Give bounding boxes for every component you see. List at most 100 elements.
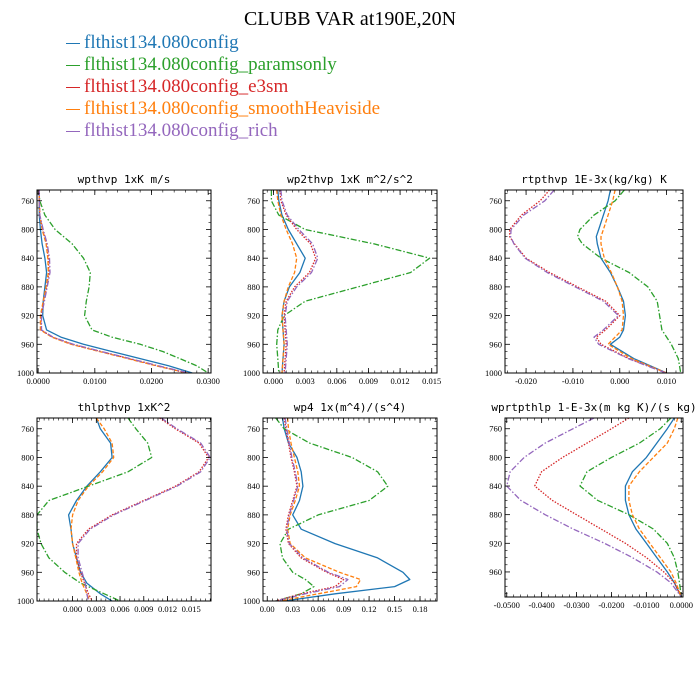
series-line bbox=[600, 190, 667, 373]
y-tick-label: 760 bbox=[489, 424, 502, 434]
x-tick-label: -0.0300 bbox=[563, 600, 589, 610]
series-line bbox=[38, 190, 209, 373]
series-line bbox=[506, 418, 682, 597]
y-tick-label: 840 bbox=[489, 253, 502, 263]
legend-item: flthist134.080config_smoothHeaviside bbox=[66, 98, 380, 120]
panel-title: rtpthvp 1E-3x(kg/kg) K bbox=[521, 173, 667, 186]
x-tick-label: 0.18 bbox=[413, 604, 428, 614]
series-line bbox=[77, 418, 211, 601]
x-tick-label: 0.000 bbox=[63, 604, 82, 614]
chart-panel: wp4 1x(m^4)/(s^4)76080084088092096010000… bbox=[243, 401, 438, 614]
x-tick-label: -0.020 bbox=[515, 376, 537, 386]
series-group bbox=[38, 190, 209, 373]
x-tick-label: 0.006 bbox=[327, 376, 346, 386]
y-tick-label: 1000 bbox=[17, 368, 34, 378]
y-tick-label: 1000 bbox=[485, 368, 502, 378]
legend-swatch bbox=[66, 109, 80, 111]
x-tick-label: -0.0500 bbox=[494, 600, 520, 610]
y-tick-label: 840 bbox=[21, 481, 34, 491]
series-line bbox=[276, 190, 298, 373]
x-tick-label: 0.0000 bbox=[26, 376, 49, 386]
figure-title: CLUBB VAR at190E,20N bbox=[243, 8, 457, 30]
plot-frame bbox=[262, 417, 438, 602]
series-line bbox=[38, 190, 187, 373]
y-tick-label: 800 bbox=[247, 224, 260, 234]
series-line bbox=[595, 190, 667, 373]
y-tick-label: 840 bbox=[489, 481, 502, 491]
legend-item: flthist134.080config_e3sm bbox=[66, 76, 380, 98]
x-tick-label: 0.015 bbox=[422, 376, 441, 386]
series-line bbox=[75, 418, 210, 601]
y-tick-label: 1000 bbox=[17, 596, 34, 606]
y-tick-label: 880 bbox=[21, 510, 34, 520]
chart-panel: rtpthvp 1E-3x(kg/kg) K 760 800 840 880 920 960… bbox=[485, 173, 684, 386]
series-line bbox=[38, 190, 190, 373]
x-tick-label: 0.003 bbox=[296, 376, 315, 386]
series-line bbox=[279, 418, 362, 601]
y-tick-label: 840 bbox=[247, 481, 260, 491]
legend-item: flthist134.080config bbox=[66, 32, 380, 54]
x-tick-label: 0.009 bbox=[359, 376, 378, 386]
series-line bbox=[275, 418, 345, 601]
y-tick-label: 920 bbox=[489, 538, 502, 548]
y-tick-label: 880 bbox=[21, 282, 34, 292]
x-tick-label: -0.0100 bbox=[633, 600, 659, 610]
x-tick-label: 0.03 bbox=[285, 604, 300, 614]
legend-label: flthist134.080config_smoothHeaviside bbox=[84, 98, 381, 119]
panel-title: thlpthvp 1xK^2 bbox=[78, 401, 171, 414]
y-tick-label: 800 bbox=[489, 224, 502, 234]
x-tick-label: -0.0400 bbox=[529, 600, 555, 610]
panel-title: wp4 1x(m^4)/(s^4) bbox=[294, 401, 407, 414]
y-tick-label: 840 bbox=[247, 253, 260, 263]
legend-swatch bbox=[66, 131, 80, 133]
y-tick-label: 880 bbox=[489, 510, 502, 520]
y-tick-label: 960 bbox=[247, 567, 260, 577]
legend-label: flthist134.080config_rich bbox=[84, 120, 278, 141]
series-line bbox=[277, 190, 306, 373]
y-tick-label: 920 bbox=[21, 539, 34, 549]
series-group bbox=[275, 418, 411, 601]
y-tick-label: 960 bbox=[21, 567, 34, 577]
x-tick-label: 0.009 bbox=[134, 604, 153, 614]
panel-title: wpthvp 1xK m/s bbox=[78, 173, 171, 186]
y-tick-label: 840 bbox=[21, 253, 34, 263]
legend-item: flthist134.080config_paramsonly bbox=[66, 54, 380, 76]
series-group bbox=[506, 418, 682, 597]
legend-swatch bbox=[66, 65, 80, 67]
series-line bbox=[509, 190, 667, 373]
panel-title: wprtpthlp 1-E-3x(m kg K)/(s kg) bbox=[491, 401, 696, 414]
x-tick-label: 0.12 bbox=[362, 604, 377, 614]
y-tick-label: 920 bbox=[21, 311, 34, 321]
series-line bbox=[281, 418, 411, 601]
panel-title: wp2thvp 1xK m^2/s^2 bbox=[287, 173, 413, 186]
y-tick-label: 920 bbox=[247, 311, 260, 321]
x-tick-label: 0.0200 bbox=[140, 376, 163, 386]
legend-label: flthist134.080config_paramsonly bbox=[84, 54, 337, 75]
series-line bbox=[275, 418, 389, 601]
x-tick-label: 0.000 bbox=[610, 376, 629, 386]
chart-panel: wp2thvp 1xK m^2/s^2 760 800 840 880 920 960 100… bbox=[243, 173, 441, 386]
chart-panel: wprtpthlp 1-E-3x(m kg K)/(s kg) 760 800 840… bbox=[489, 401, 696, 610]
y-tick-label: 920 bbox=[489, 311, 502, 321]
series-line bbox=[270, 190, 431, 373]
chart-panel: thlpthvp 1xK^2 760 800 840 880 920 960 1000 0.00… bbox=[17, 401, 212, 614]
y-tick-label: 960 bbox=[489, 567, 502, 577]
y-tick-label: 800 bbox=[21, 224, 34, 234]
x-tick-label: 0.15 bbox=[387, 604, 402, 614]
y-tick-label: 760 bbox=[489, 196, 502, 206]
y-tick-label: 800 bbox=[21, 452, 34, 462]
y-tick-label: 880 bbox=[247, 510, 260, 520]
x-tick-label: 0.012 bbox=[158, 604, 177, 614]
x-tick-label: 0.09 bbox=[336, 604, 351, 614]
series-line bbox=[509, 190, 666, 373]
x-tick-label: 0.0100 bbox=[83, 376, 106, 386]
x-tick-label: 0.006 bbox=[110, 604, 129, 614]
series-line bbox=[275, 418, 349, 601]
y-tick-label: 760 bbox=[21, 196, 34, 206]
x-tick-label: 0.00 bbox=[260, 604, 275, 614]
legend-item: flthist134.080config_rich bbox=[66, 120, 380, 142]
plot-frame bbox=[36, 189, 212, 374]
x-tick-label: 0.010 bbox=[657, 376, 676, 386]
series-line bbox=[37, 418, 153, 601]
